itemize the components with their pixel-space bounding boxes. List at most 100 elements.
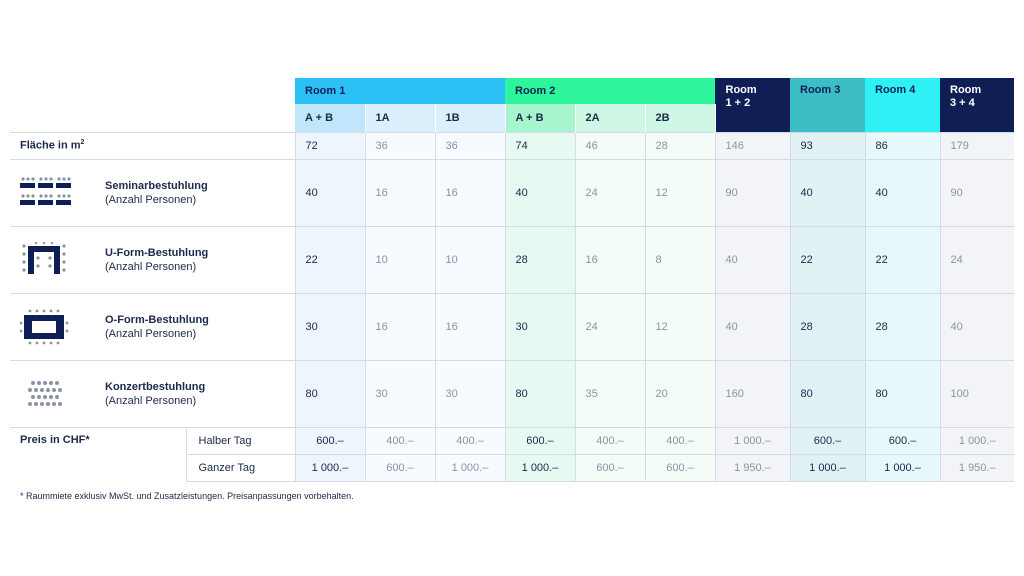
setup-title: Konzertbestuhlung [105,380,206,393]
setup-title: Seminarbestuhlung [105,179,208,192]
capacity-value: 22 [789,225,865,293]
price-value: 1 000.– [864,453,940,482]
capacity-value: 40 [789,158,865,226]
setup-title: U-Form-Bestuhlung [105,246,209,259]
room-capacity-table: Room 1 Room 2 Room 1 + 2 Room 3 Room 4 R… [10,78,1014,482]
footnote: * Raummiete exklusiv MwSt. und Zusatzlei… [20,491,354,501]
capacity-value: 28 [789,292,865,360]
header-room-2: Room 2 [505,78,715,104]
seminar-seating-icon [20,176,71,205]
price-value: 1 000.– [294,453,365,482]
price-value: 1 950.– [714,453,790,482]
capacity-value: 30 [364,359,435,427]
capacity-value: 80 [789,359,865,427]
header-room-4: Room 4 [865,78,940,132]
capacity-value: 28 [504,225,575,293]
row-concert: Konzertbestuhlung (Anzahl Personen) 80 3… [10,359,1014,427]
area-value: 72 [294,131,365,159]
capacity-value: 160 [714,359,790,427]
area-value: 74 [504,131,575,159]
price-value: 1 000.– [714,426,790,454]
area-value: 179 [939,131,1014,159]
capacity-value: 40 [714,225,790,293]
row-seminar: Seminarbestuhlung (Anzahl Personen) 40 1… [10,158,1014,226]
concert-label-cell: Konzertbestuhlung (Anzahl Personen) [10,359,295,427]
price-label: Preis in CHF* [10,426,186,481]
capacity-value: 22 [294,225,365,293]
price-value: 600.– [574,453,645,482]
area-value: 146 [714,131,790,159]
row-o-form: O-Form-Bestuhlung (Anzahl Personen) 30 1… [10,292,1014,360]
subheader-room-1b: 1B [435,104,506,132]
setup-subtitle: (Anzahl Personen) [105,327,197,340]
area-value: 36 [364,131,435,159]
capacity-value: 90 [939,158,1014,226]
setup-subtitle: (Anzahl Personen) [105,394,197,407]
area-value: 46 [574,131,645,159]
price-value: 600.– [864,426,940,454]
capacity-value: 16 [434,158,505,226]
capacity-value: 8 [644,225,715,293]
capacity-value: 30 [504,292,575,360]
price-value: 400.– [364,426,435,454]
capacity-value: 40 [939,292,1014,360]
capacity-value: 80 [504,359,575,427]
capacity-value: 16 [364,158,435,226]
u-form-label-cell: U-Form-Bestuhlung (Anzahl Personen) [10,225,295,293]
subheader-room-1a: 1A [365,104,436,132]
capacity-value: 40 [864,158,940,226]
price-value: 1 000.– [789,453,865,482]
header-room-1: Room 1 [295,78,505,104]
price-value: 600.– [294,426,365,454]
header-row-subrooms: A + B 1A 1B A + B 2A 2B [10,104,1014,132]
price-kind-label: Halber Tag [185,426,295,454]
subheader-room-2-ab: A + B [505,104,576,132]
capacity-value: 16 [364,292,435,360]
price-value: 1 000.– [504,453,575,482]
setup-subtitle: (Anzahl Personen) [105,193,197,206]
capacity-value: 10 [434,225,505,293]
area-value: 93 [789,131,865,159]
price-value: 600.– [789,426,865,454]
area-label: Fläche in m2 [10,131,295,159]
price-value: 600.– [644,453,715,482]
price-kind-label: Ganzer Tag [185,453,295,482]
capacity-value: 35 [574,359,645,427]
price-value: 400.– [434,426,505,454]
price-value: 1 000.– [434,453,505,482]
area-value: 86 [864,131,940,159]
capacity-value: 12 [644,158,715,226]
o-shape-seating-icon [20,309,69,344]
capacity-value: 24 [574,292,645,360]
capacity-value: 20 [644,359,715,427]
u-shape-seating-icon [22,241,66,274]
price-value: 600.– [504,426,575,454]
header-room-3-4: Room 3 + 4 [940,78,1014,132]
seminar-label-cell: Seminarbestuhlung (Anzahl Personen) [10,158,295,226]
header-room-3: Room 3 [790,78,865,132]
row-area: Fläche in m2 72 36 36 74 46 28 146 93 86… [10,131,1014,159]
price-value: 600.– [364,453,435,482]
setup-subtitle: (Anzahl Personen) [105,260,197,273]
capacity-value: 40 [504,158,575,226]
subheader-room-2a: 2A [575,104,646,132]
capacity-value: 16 [574,225,645,293]
capacity-value: 30 [294,292,365,360]
capacity-value: 28 [864,292,940,360]
capacity-value: 22 [864,225,940,293]
capacity-value: 40 [714,292,790,360]
capacity-value: 40 [294,158,365,226]
row-u-form: U-Form-Bestuhlung (Anzahl Personen) 22 1… [10,225,1014,293]
area-value: 36 [434,131,505,159]
header-room-1-2: Room 1 + 2 [715,78,790,132]
subheader-room-2b: 2B [645,104,716,132]
capacity-value: 30 [434,359,505,427]
price-value: 1 950.– [939,453,1014,482]
concert-seating-icon [28,380,62,406]
capacity-value: 16 [434,292,505,360]
price-value: 400.– [574,426,645,454]
capacity-value: 24 [939,225,1014,293]
area-value: 28 [644,131,715,159]
o-form-label-cell: O-Form-Bestuhlung (Anzahl Personen) [10,292,295,360]
row-price-half-day: Preis in CHF* Halber Tag 600.– 400.– 400… [10,426,1014,481]
